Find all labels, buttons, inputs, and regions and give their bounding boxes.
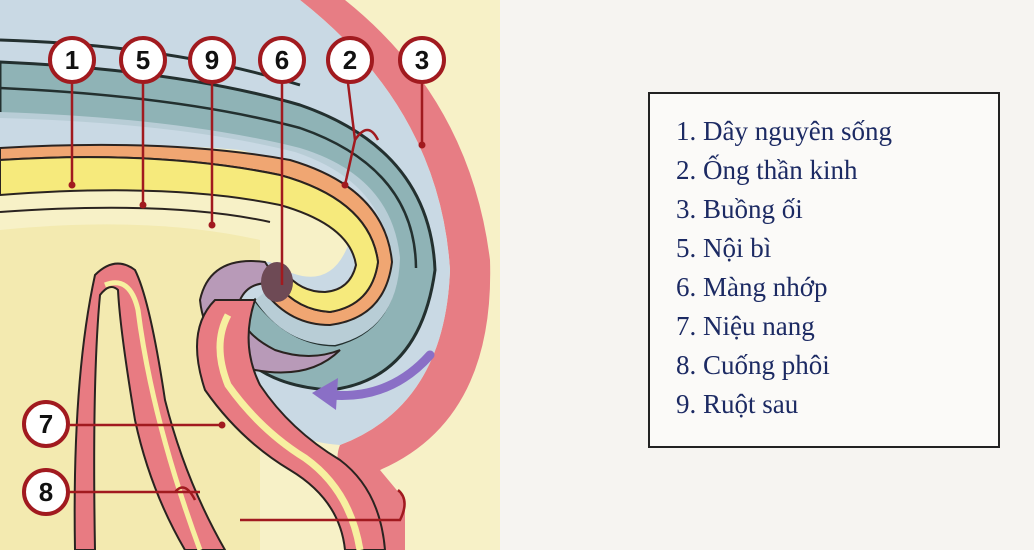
marker-7: 7 — [22, 400, 70, 448]
embryo-diagram-svg: 1 5 9 6 2 3 7 8 — [0, 0, 500, 550]
marker-7-number: 7 — [39, 409, 53, 439]
movement-arrow — [325, 350, 435, 400]
legend-item-2: 2. Ống thần kinh — [676, 155, 858, 185]
legend-item-3: 3. Buồng ối — [676, 194, 803, 224]
marker-1-number: 1 — [65, 45, 79, 75]
marker-6-number: 6 — [275, 45, 289, 75]
neural-tube-inner-line — [0, 86, 418, 269]
legend-item-1: 1. Dây nguyên sống — [676, 116, 892, 146]
legend-item-6: 6. Màng nhớp — [676, 272, 828, 302]
marker-8-number: 8 — [39, 477, 53, 507]
cloacal-membrane — [261, 262, 293, 302]
legend-item-8: 8. Cuống phôi — [676, 350, 830, 380]
marker-3: 3 — [398, 36, 446, 84]
hindgut-lining — [0, 206, 271, 223]
marker-3-number: 3 — [415, 45, 429, 75]
marker-5: 5 — [119, 36, 167, 84]
marker-9-number: 9 — [205, 45, 219, 75]
marker-8: 8 — [22, 468, 70, 516]
leader-lines — [70, 82, 424, 522]
legend-box: 1. Dây nguyên sống 2. Ống thần kinh 3. B… — [648, 92, 1000, 448]
marker-9: 9 — [188, 36, 236, 84]
notochord-strip — [0, 112, 400, 345]
legend-item-7: 7. Niệu nang — [676, 311, 815, 341]
marker-2-number: 2 — [343, 45, 357, 75]
marker-6: 6 — [258, 36, 306, 84]
marker-5-number: 5 — [136, 45, 150, 75]
marker-2: 2 — [326, 36, 374, 84]
embryo-diagram: 1 5 9 6 2 3 7 8 — [0, 0, 500, 550]
marker-1: 1 — [48, 36, 96, 84]
allantois-yellow-line — [216, 313, 364, 550]
legend-item-5: 5. Nội bì — [676, 233, 772, 263]
connecting-stalk — [73, 262, 227, 550]
leader-dots — [68, 141, 426, 429]
legend-item-9: 9. Ruột sau — [676, 389, 799, 419]
arrow-head-icon — [312, 378, 338, 410]
amnion-wall — [300, 0, 491, 550]
